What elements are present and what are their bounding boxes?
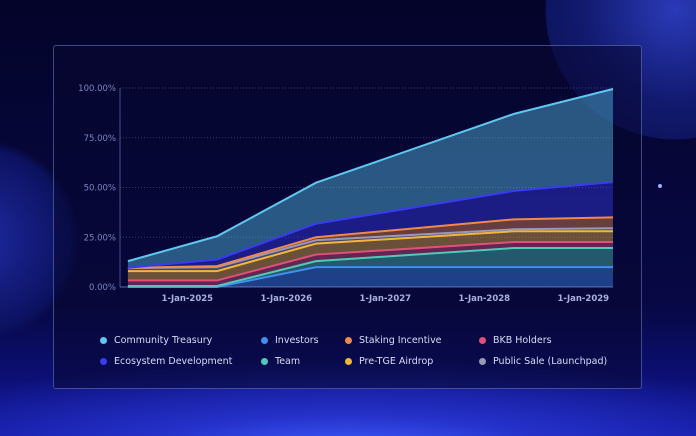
legend-item[interactable]: Staking Incentive <box>345 335 442 346</box>
legend-dot-icon <box>479 337 486 344</box>
x-tick-label: 1-Jan-2029 <box>558 294 610 304</box>
legend-item[interactable]: Investors <box>261 335 319 346</box>
legend-dot-icon <box>261 358 268 365</box>
line-community-treasury <box>127 88 614 263</box>
y-tick-label: 0.00% <box>89 283 116 293</box>
legend-item[interactable]: Community Treasury <box>100 335 212 346</box>
chart-legend: Community Treasury Investors Staking Incen… <box>100 335 620 375</box>
x-tick-label: 1-Jan-2025 <box>162 294 214 304</box>
chart-card <box>53 45 642 389</box>
area-pre-tge-airdrop <box>127 231 613 281</box>
line-team <box>127 246 613 288</box>
area-ecosystem-development <box>127 182 613 268</box>
line-staking-incentive <box>127 216 614 269</box>
area-bkb-holders <box>127 242 613 287</box>
legend-dot-icon <box>100 358 107 365</box>
legend-label: Team <box>275 356 301 367</box>
line-pre-tge-airdrop <box>127 230 613 273</box>
legend-label: Ecosystem Development <box>114 356 233 367</box>
y-tick-label: 75.00% <box>84 134 116 144</box>
y-tick-label: 25.00% <box>84 233 116 243</box>
legend-dot-icon <box>261 337 268 344</box>
decor-star <box>658 184 662 188</box>
legend-item[interactable]: Team <box>261 356 300 367</box>
legend-item[interactable]: Ecosystem Development <box>100 356 232 367</box>
x-tick-label: 1-Jan-2026 <box>261 294 313 304</box>
y-tick-label: 100.00% <box>78 84 116 94</box>
legend-label: Investors <box>275 335 319 346</box>
area-team <box>127 247 613 287</box>
area-investors <box>127 267 613 287</box>
legend-item[interactable]: Public Sale (Launchpad) <box>479 356 607 367</box>
legend-label: Pre-TGE Airdrop <box>359 356 434 367</box>
y-tick-label: 50.00% <box>84 184 116 194</box>
x-tick-label: 1-Jan-2027 <box>360 294 412 304</box>
line-ecosystem-development <box>127 181 614 269</box>
line-bkb-holders <box>127 241 613 282</box>
x-tick-label: 1-Jan-2028 <box>459 294 511 304</box>
legend-label: BKB Holders <box>493 335 552 346</box>
legend-dot-icon <box>345 337 352 344</box>
legend-item[interactable]: BKB Holders <box>479 335 552 346</box>
legend-label: Staking Incentive <box>359 335 442 346</box>
legend-dot-icon <box>345 358 352 365</box>
area-public-sale-launchpad- <box>127 228 613 272</box>
legend-item[interactable]: Pre-TGE Airdrop <box>345 356 433 367</box>
legend-dot-icon <box>100 337 107 344</box>
legend-label: Community Treasury <box>114 335 213 346</box>
legend-dot-icon <box>479 358 486 365</box>
legend-label: Public Sale (Launchpad) <box>493 356 608 367</box>
area-community-treasury <box>127 88 613 268</box>
